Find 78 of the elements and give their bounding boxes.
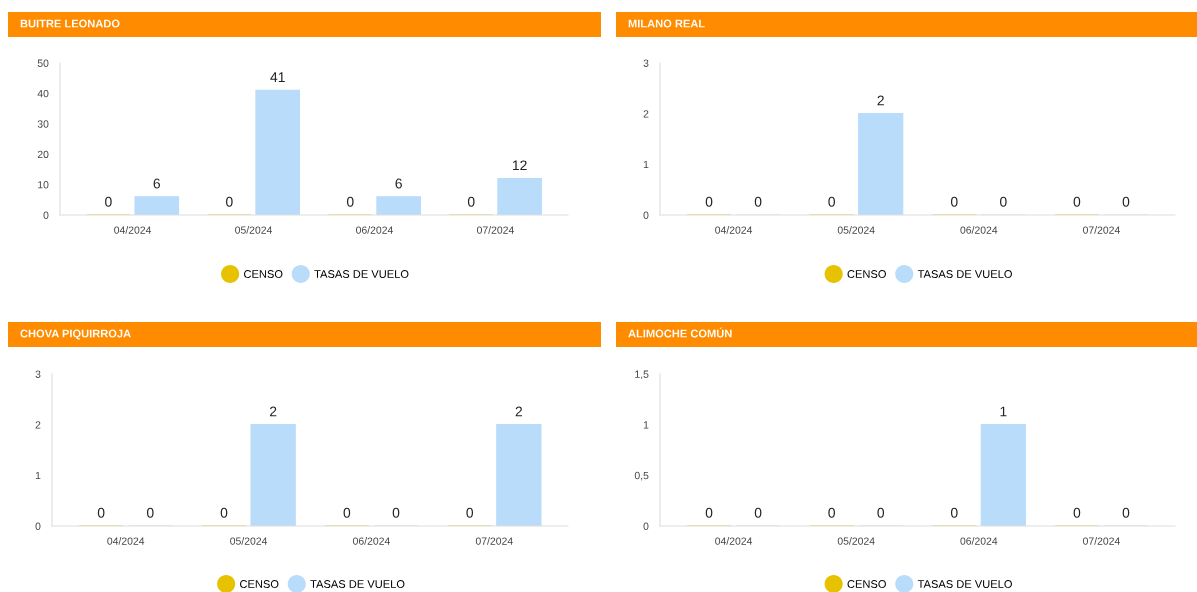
legend-label: TASAS DE VUELO bbox=[310, 580, 405, 588]
x-tick-label: 07/2024 bbox=[1083, 537, 1120, 545]
x-tick-label: 06/2024 bbox=[356, 226, 393, 234]
data-label: 0 bbox=[877, 507, 885, 518]
x-tick-label: 07/2024 bbox=[477, 226, 514, 234]
x-tick-label: 07/2024 bbox=[1083, 226, 1120, 234]
data-label: 0 bbox=[754, 507, 762, 518]
legend-label: TASAS DE VUELO bbox=[917, 580, 1012, 588]
y-tick-label: 1 bbox=[643, 160, 649, 169]
data-label: 0 bbox=[705, 196, 713, 207]
data-label: 0 bbox=[1073, 507, 1081, 518]
y-tick-label: 0 bbox=[43, 211, 49, 219]
data-label: 2 bbox=[269, 406, 277, 417]
x-tick-label: 04/2024 bbox=[114, 226, 152, 234]
data-label: 0 bbox=[1122, 507, 1130, 518]
y-tick-label: 0 bbox=[643, 522, 649, 530]
y-tick-label: 20 bbox=[37, 150, 49, 159]
data-label: 0 bbox=[97, 507, 105, 518]
chart-title: MILANO REAL bbox=[628, 19, 705, 28]
data-label: 0 bbox=[346, 196, 354, 207]
x-tick-label: 04/2024 bbox=[715, 537, 753, 545]
data-label: 0 bbox=[226, 196, 233, 207]
data-label: 0 bbox=[146, 507, 154, 518]
data-label: 0 bbox=[950, 507, 958, 518]
y-tick-label: 2 bbox=[643, 110, 649, 118]
y-tick-label: 3 bbox=[35, 370, 41, 378]
data-label: 0 bbox=[754, 196, 762, 207]
legend-label: TASAS DE VUELO bbox=[917, 270, 1012, 278]
x-tick-label: 05/2024 bbox=[230, 537, 268, 545]
x-tick-label: 04/2024 bbox=[107, 537, 145, 545]
y-tick-label: 30 bbox=[37, 120, 49, 128]
x-tick-label: 07/2024 bbox=[475, 537, 513, 545]
data-label: 0 bbox=[467, 196, 475, 207]
y-tick-label: 0 bbox=[643, 211, 649, 219]
y-tick-label: 1 bbox=[35, 471, 41, 480]
legend-label: TASAS DE VUELO bbox=[314, 270, 409, 278]
y-tick-label: 1,5 bbox=[635, 370, 649, 380]
chart-title: CHOVA PIQUIRROJA bbox=[20, 329, 131, 340]
y-tick-label: 40 bbox=[37, 89, 49, 98]
data-label: 1 bbox=[1000, 406, 1007, 417]
data-label: 0 bbox=[1073, 196, 1081, 207]
x-tick-label: 06/2024 bbox=[353, 537, 390, 545]
data-label: 0 bbox=[828, 196, 835, 207]
data-label: 0 bbox=[220, 507, 228, 518]
y-tick-label: 10 bbox=[38, 181, 49, 189]
legend-label: CENSO bbox=[847, 580, 886, 588]
data-label: 41 bbox=[270, 72, 285, 82]
legend-label: CENSO bbox=[244, 270, 283, 278]
y-tick-label: 0 bbox=[35, 522, 41, 530]
data-label: 2 bbox=[515, 406, 523, 417]
x-tick-label: 06/2024 bbox=[960, 226, 998, 234]
y-tick-label: 2 bbox=[35, 421, 41, 429]
data-label: 0 bbox=[105, 196, 112, 207]
data-label: 2 bbox=[877, 95, 884, 106]
x-tick-label: 05/2024 bbox=[235, 226, 273, 234]
x-tick-label: 05/2024 bbox=[837, 226, 875, 234]
chart-title: ALIMOCHE COMÚN bbox=[628, 327, 732, 338]
data-label: 0 bbox=[1000, 196, 1007, 207]
data-label: 0 bbox=[1122, 196, 1130, 207]
legend-label: CENSO bbox=[240, 580, 279, 588]
data-label: 0 bbox=[466, 507, 474, 518]
data-label: 0 bbox=[705, 507, 713, 518]
data-label: 12 bbox=[512, 160, 527, 171]
data-label: 0 bbox=[392, 507, 400, 518]
data-label: 6 bbox=[395, 178, 402, 189]
x-tick-label: 05/2024 bbox=[837, 537, 875, 545]
y-tick-label: 0,5 bbox=[634, 471, 649, 481]
data-label: 6 bbox=[153, 178, 161, 189]
x-tick-label: 06/2024 bbox=[960, 537, 998, 545]
chart-title: BUITRE LEONADO bbox=[20, 19, 120, 28]
data-label: 0 bbox=[828, 507, 835, 518]
x-tick-label: 04/2024 bbox=[715, 226, 753, 234]
legend-label: CENSO bbox=[847, 270, 886, 278]
data-label: 0 bbox=[343, 507, 351, 518]
y-tick-label: 50 bbox=[37, 59, 49, 67]
data-label: 0 bbox=[950, 196, 958, 207]
y-tick-label: 3 bbox=[643, 59, 649, 67]
y-tick-label: 1 bbox=[643, 421, 649, 429]
